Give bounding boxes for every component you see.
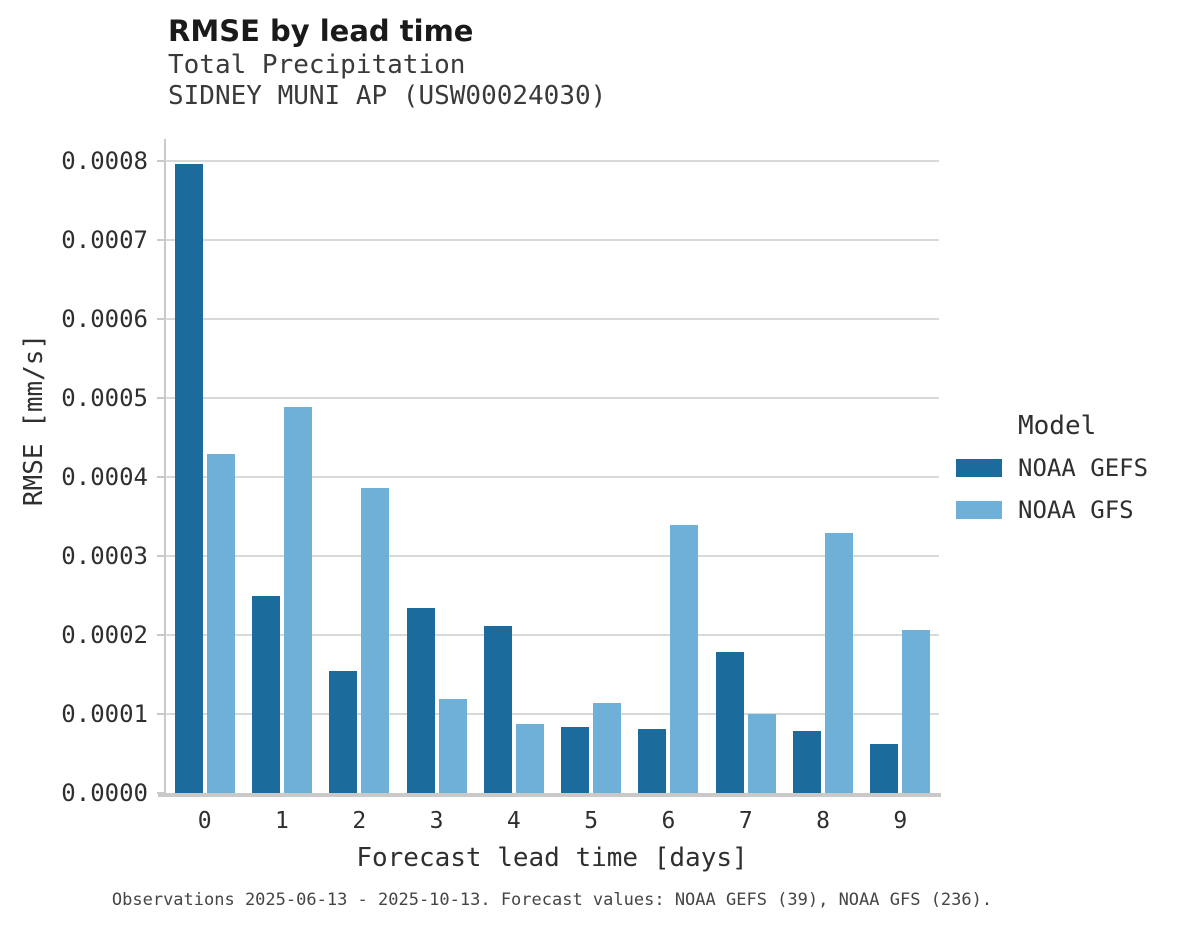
bar-noaa-gfs-day9 — [902, 629, 931, 793]
legend-entry-label: NOAA GFS — [1018, 496, 1134, 524]
y-tick-mark — [157, 318, 164, 321]
chart-subtitle: Total Precipitation SIDNEY MUNI AP (USW0… — [168, 50, 606, 112]
gridline — [166, 397, 939, 400]
legend-entry-label: NOAA GEFS — [1018, 454, 1149, 482]
gridline — [166, 239, 939, 242]
gridline — [166, 713, 939, 715]
x-tick-label: 5 — [584, 808, 599, 834]
x-tick-label: 9 — [893, 808, 908, 834]
legend-swatch — [956, 501, 1002, 519]
gridline — [166, 634, 939, 637]
y-tick-mark — [157, 713, 164, 715]
x-axis-title: Forecast lead time [days] — [356, 843, 748, 873]
bar-noaa-gfs-day8 — [825, 533, 854, 793]
legend-swatch — [956, 459, 1002, 477]
y-tick-label: 0.0001 — [61, 700, 148, 728]
gridline — [166, 160, 939, 163]
caption: Observations 2025-06-13 - 2025-10-13. Fo… — [111, 890, 993, 910]
bar-noaa-gefs-day7 — [715, 651, 744, 793]
x-tick-label: 7 — [738, 808, 753, 834]
y-tick-mark — [157, 397, 164, 400]
x-tick-label: 0 — [197, 808, 212, 834]
x-tick-label: 3 — [429, 808, 444, 834]
y-tick-label: 0.0007 — [61, 226, 148, 255]
y-tick-mark — [157, 476, 164, 479]
bar-noaa-gefs-day0 — [174, 163, 203, 793]
y-axis-spine — [164, 139, 166, 793]
bar-noaa-gfs-day4 — [515, 723, 544, 793]
bar-noaa-gefs-day1 — [251, 595, 280, 793]
bar-noaa-gefs-day8 — [793, 731, 822, 793]
y-tick-mark — [157, 634, 164, 637]
legend-entries: NOAA GEFS NOAA GFS — [956, 454, 1148, 524]
x-tick-label: 8 — [816, 808, 830, 834]
bar-noaa-gefs-day5 — [561, 727, 590, 793]
gridline — [166, 555, 939, 558]
y-tick-mark — [157, 555, 164, 558]
y-tick-label: 0.0002 — [61, 621, 148, 650]
y-tick-mark — [157, 792, 164, 794]
bar-noaa-gefs-day2 — [329, 671, 358, 793]
y-tick-mark — [157, 239, 164, 242]
legend-entry: NOAA GEFS — [956, 454, 1148, 482]
y-tick-label: 0.0000 — [61, 779, 148, 807]
x-tick-label: 4 — [506, 808, 521, 834]
y-tick-label: 0.0004 — [61, 463, 148, 492]
bar-noaa-gfs-day5 — [593, 702, 622, 793]
bar-noaa-gefs-day9 — [870, 744, 899, 793]
x-axis-spine — [158, 793, 941, 797]
subtitle-station: SIDNEY MUNI AP (USW00024030) — [168, 81, 607, 111]
gridline — [166, 318, 939, 321]
bar-noaa-gfs-day6 — [670, 525, 699, 793]
legend: Model NOAA GEFS NOAA GFS — [956, 412, 1148, 524]
bar-noaa-gfs-day7 — [747, 714, 776, 793]
legend-entry: NOAA GFS — [956, 496, 1148, 524]
x-tick-label: 2 — [352, 808, 367, 834]
y-tick-label: 0.0003 — [61, 542, 148, 571]
plot-area — [157, 139, 941, 797]
bar-noaa-gfs-day0 — [206, 454, 235, 793]
gridline — [166, 476, 939, 479]
y-tick-label: 0.0006 — [61, 305, 148, 334]
legend-title: Model — [1018, 411, 1097, 441]
bar-noaa-gefs-day3 — [406, 608, 435, 793]
x-tick-label: 1 — [275, 808, 289, 834]
y-tick-mark — [157, 160, 164, 163]
bar-noaa-gfs-day2 — [361, 488, 390, 793]
bar-noaa-gfs-day1 — [283, 406, 312, 793]
bar-noaa-gefs-day4 — [483, 626, 512, 793]
chart-title: RMSE by lead time — [168, 14, 474, 48]
bar-noaa-gefs-day6 — [638, 729, 667, 793]
y-tick-label: 0.0008 — [61, 147, 148, 176]
subtitle-variable: Total Precipitation — [168, 50, 466, 80]
bar-noaa-gfs-day3 — [438, 699, 467, 793]
x-tick-label: 6 — [661, 808, 676, 834]
y-tick-label: 0.0005 — [61, 384, 148, 413]
